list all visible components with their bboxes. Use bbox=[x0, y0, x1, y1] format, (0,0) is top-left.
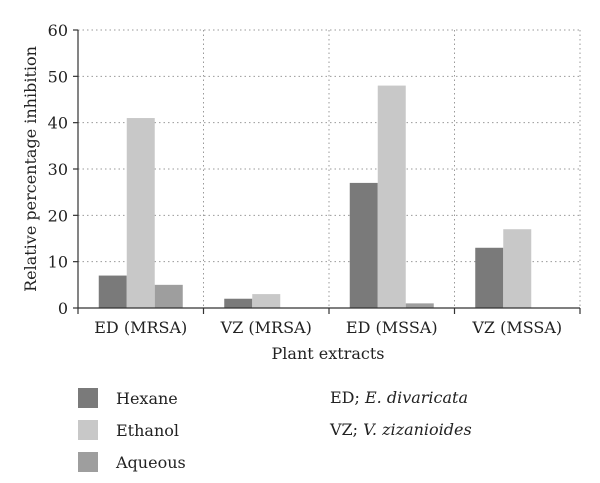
bar-hexane bbox=[224, 298, 253, 308]
legend-item-hexane: Hexane bbox=[78, 382, 186, 414]
note-vz-species: V. zizanioides bbox=[363, 420, 472, 439]
bar-hexane bbox=[475, 247, 504, 308]
x-tick-labels: ED (MRSA) VZ (MRSA) ED (MSSA) VZ (MSSA) bbox=[94, 318, 562, 337]
x-tick-label: VZ (MSSA) bbox=[471, 318, 562, 337]
y-tick-labels: 0 10 20 30 40 50 60 bbox=[48, 21, 68, 318]
note-ed-prefix: ED; bbox=[330, 388, 365, 407]
y-tick-label: 20 bbox=[48, 206, 68, 225]
note-ed-species: E. divaricata bbox=[364, 388, 469, 407]
y-tick-label: 0 bbox=[58, 299, 68, 318]
legend-label-ethanol: Ethanol bbox=[116, 420, 180, 440]
bar-ethanol bbox=[503, 229, 532, 308]
y-tick-label: 40 bbox=[48, 114, 68, 133]
axes bbox=[73, 29, 581, 314]
bar-aqueous bbox=[154, 284, 183, 308]
legend-label-aqueous: Aqueous bbox=[116, 452, 186, 472]
bar-hexane bbox=[349, 182, 378, 308]
bar-ethanol bbox=[252, 294, 281, 308]
x-tick-label: ED (MRSA) bbox=[94, 318, 187, 337]
bars bbox=[98, 85, 532, 309]
bar-aqueous bbox=[405, 303, 434, 308]
x-axis-title: Plant extracts bbox=[272, 344, 385, 363]
x-tick-label: VZ (MRSA) bbox=[220, 318, 312, 337]
legend-swatch-ethanol bbox=[78, 420, 98, 440]
bar-ethanol bbox=[377, 85, 406, 308]
note-ed: ED; E. divaricata bbox=[330, 382, 472, 414]
legend-item-aqueous: Aqueous bbox=[78, 446, 186, 478]
grid-lines bbox=[78, 29, 581, 308]
legend-item-ethanol: Ethanol bbox=[78, 414, 186, 446]
legend-swatch-aqueous bbox=[78, 452, 98, 472]
y-axis-title: Relative percentage inhibition bbox=[21, 46, 40, 292]
bar-ethanol bbox=[126, 118, 155, 309]
legend-swatch-hexane bbox=[78, 388, 98, 408]
legend: Hexane Ethanol Aqueous bbox=[78, 382, 186, 478]
bar-chart: 0 10 20 30 40 50 60 ED (MRSA) VZ (MRSA) ED (MSSA… bbox=[21, 21, 581, 363]
note-vz-prefix: VZ; bbox=[330, 420, 364, 439]
abbreviation-notes: ED; E. divaricata VZ; V. zizanioides bbox=[330, 382, 472, 446]
note-vz: VZ; V. zizanioides bbox=[330, 414, 472, 446]
y-tick-label: 60 bbox=[48, 21, 68, 40]
y-tick-label: 10 bbox=[48, 253, 68, 272]
y-tick-label: 30 bbox=[48, 160, 68, 179]
bar-hexane bbox=[98, 275, 127, 308]
y-tick-label: 50 bbox=[48, 67, 68, 86]
legend-label-hexane: Hexane bbox=[116, 388, 178, 408]
x-tick-label: ED (MSSA) bbox=[346, 318, 438, 337]
